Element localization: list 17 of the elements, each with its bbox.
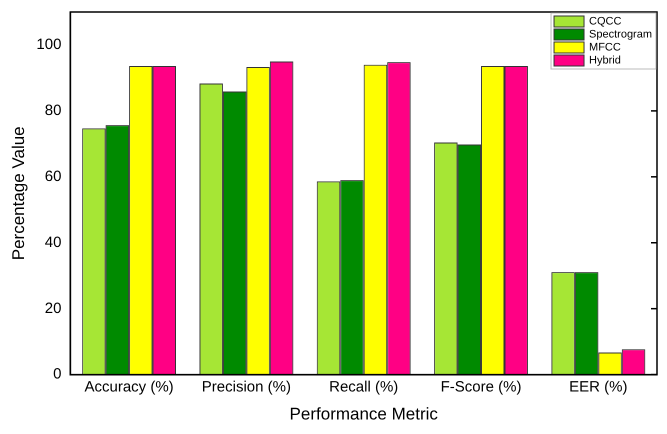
legend-label: Spectrogram xyxy=(589,28,652,41)
x-tick-label: F-Score (%) xyxy=(440,378,522,396)
y-tick-label: 20 xyxy=(44,300,62,317)
y-tick-label: 100 xyxy=(36,36,62,54)
legend-label: MFCC xyxy=(589,42,621,54)
y-tick-label: 80 xyxy=(44,102,62,120)
y-tick-label: 40 xyxy=(44,234,62,251)
y-tick-label: 60 xyxy=(44,168,62,185)
y-axis-title: Percentage Value xyxy=(8,126,28,260)
x-tick-label: EER (%) xyxy=(569,378,628,396)
y-tick-label: 0 xyxy=(53,366,62,383)
x-tick-label: Accuracy (%) xyxy=(84,378,174,396)
x-tick-label: Recall (%) xyxy=(329,378,398,396)
x-tick-label: Precision (%) xyxy=(202,378,291,396)
legend-label: Hybrid xyxy=(589,54,621,67)
x-axis-title: Performance Metric xyxy=(290,404,438,424)
legend-label: CQCC xyxy=(589,16,622,28)
